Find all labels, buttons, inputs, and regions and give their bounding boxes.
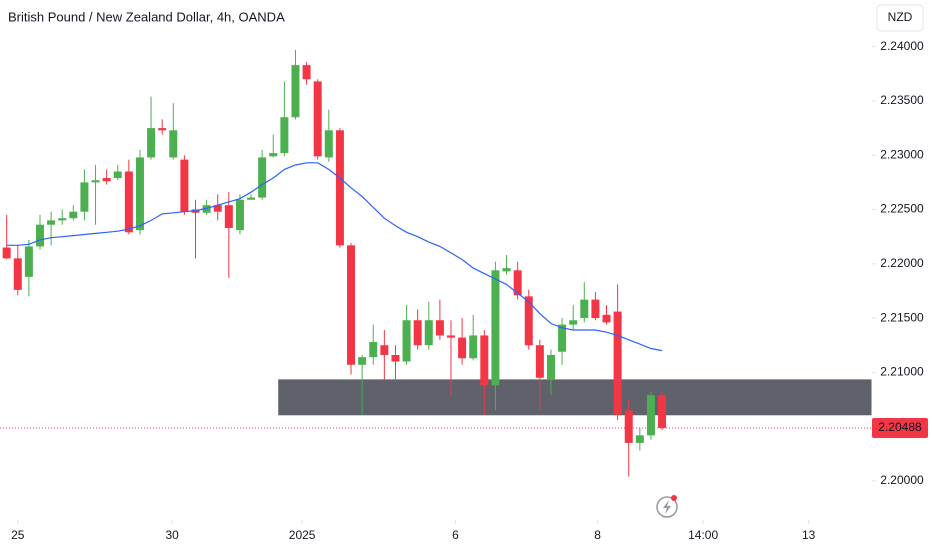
x-tick-label: 30 xyxy=(165,528,179,542)
plot-area xyxy=(0,49,873,477)
candle-body xyxy=(80,182,89,212)
candle-body xyxy=(446,335,455,338)
candle-body xyxy=(102,178,111,182)
moving-average-line xyxy=(6,162,663,352)
candle-body xyxy=(124,171,133,233)
candle-body xyxy=(369,341,378,358)
candle-body xyxy=(524,296,533,346)
last-price-badge xyxy=(872,417,928,438)
candle-body xyxy=(224,205,233,228)
candle-body xyxy=(158,128,167,131)
candle-body xyxy=(658,395,667,428)
candle-body xyxy=(13,258,22,290)
y-tick-label: 2.22000 xyxy=(880,256,924,270)
candle-body xyxy=(291,65,300,118)
candle-body xyxy=(91,180,100,183)
candle-body xyxy=(413,320,422,346)
candle-body xyxy=(402,320,411,362)
chart-title: British Pound / New Zealand Dollar, 4h, … xyxy=(8,9,285,24)
zone-box xyxy=(277,378,873,417)
candle-body xyxy=(47,220,56,225)
candle-body xyxy=(147,128,156,158)
currency-label[interactable]: NZD xyxy=(888,10,913,24)
alert-icon[interactable] xyxy=(656,495,678,518)
candle-body xyxy=(2,247,11,259)
candle-body xyxy=(435,320,444,336)
candle-body xyxy=(235,199,244,231)
x-tick-label: 8 xyxy=(594,528,601,542)
candle-body xyxy=(169,130,178,158)
x-tick-label: 25 xyxy=(11,528,25,542)
candle-body xyxy=(358,357,367,365)
y-tick-label: 2.21500 xyxy=(880,310,924,324)
candle-body xyxy=(347,245,356,365)
candle-body xyxy=(335,130,344,246)
candle-body xyxy=(602,314,611,323)
candle-body xyxy=(324,130,333,158)
currency-button[interactable] xyxy=(876,4,924,32)
candle-body xyxy=(247,197,256,200)
last-price-label: 2.20488 xyxy=(878,420,922,434)
candle-body xyxy=(280,117,289,154)
candle-body xyxy=(313,81,322,157)
candle-body xyxy=(380,345,389,355)
candle-body xyxy=(546,354,555,380)
candle-body xyxy=(135,157,144,231)
candle-body xyxy=(480,335,489,386)
x-tick-label: 14:00 xyxy=(688,528,718,542)
y-tick-label: 2.22500 xyxy=(880,202,924,216)
y-tick-label: 2.20000 xyxy=(880,473,924,487)
candle-body xyxy=(646,395,655,436)
candle-body xyxy=(591,299,600,319)
candle-body xyxy=(69,211,78,219)
candle-body xyxy=(58,218,67,221)
candle-body xyxy=(491,270,500,386)
y-tick-label: 2.21000 xyxy=(880,365,924,379)
candle-body xyxy=(502,268,511,272)
candle-body xyxy=(513,270,522,296)
candle-body xyxy=(569,320,578,325)
candle-body xyxy=(580,299,589,319)
x-tick-label: 13 xyxy=(802,528,816,542)
candle-body xyxy=(458,337,467,359)
y-tick-label: 2.24000 xyxy=(880,39,924,53)
candle-body xyxy=(213,205,222,212)
candle-body xyxy=(558,324,567,352)
y-tick-label: 2.23000 xyxy=(880,147,924,161)
candle-body xyxy=(424,320,433,346)
candle-body xyxy=(302,65,311,80)
candle-body xyxy=(469,335,478,359)
y-tick-label: 2.23500 xyxy=(880,93,924,107)
candle-body xyxy=(635,435,644,443)
candle-body xyxy=(180,159,189,212)
candle-body xyxy=(391,354,400,362)
candle-body xyxy=(35,224,44,247)
candle-body xyxy=(24,246,33,277)
candle-body xyxy=(613,311,622,415)
candle-body xyxy=(269,153,278,157)
candle-body xyxy=(258,157,267,198)
x-tick-label: 6 xyxy=(452,528,459,542)
x-tick-label: 2025 xyxy=(289,528,316,542)
candle-body xyxy=(624,410,633,443)
candle-body xyxy=(535,345,544,378)
candle-body xyxy=(113,171,122,179)
